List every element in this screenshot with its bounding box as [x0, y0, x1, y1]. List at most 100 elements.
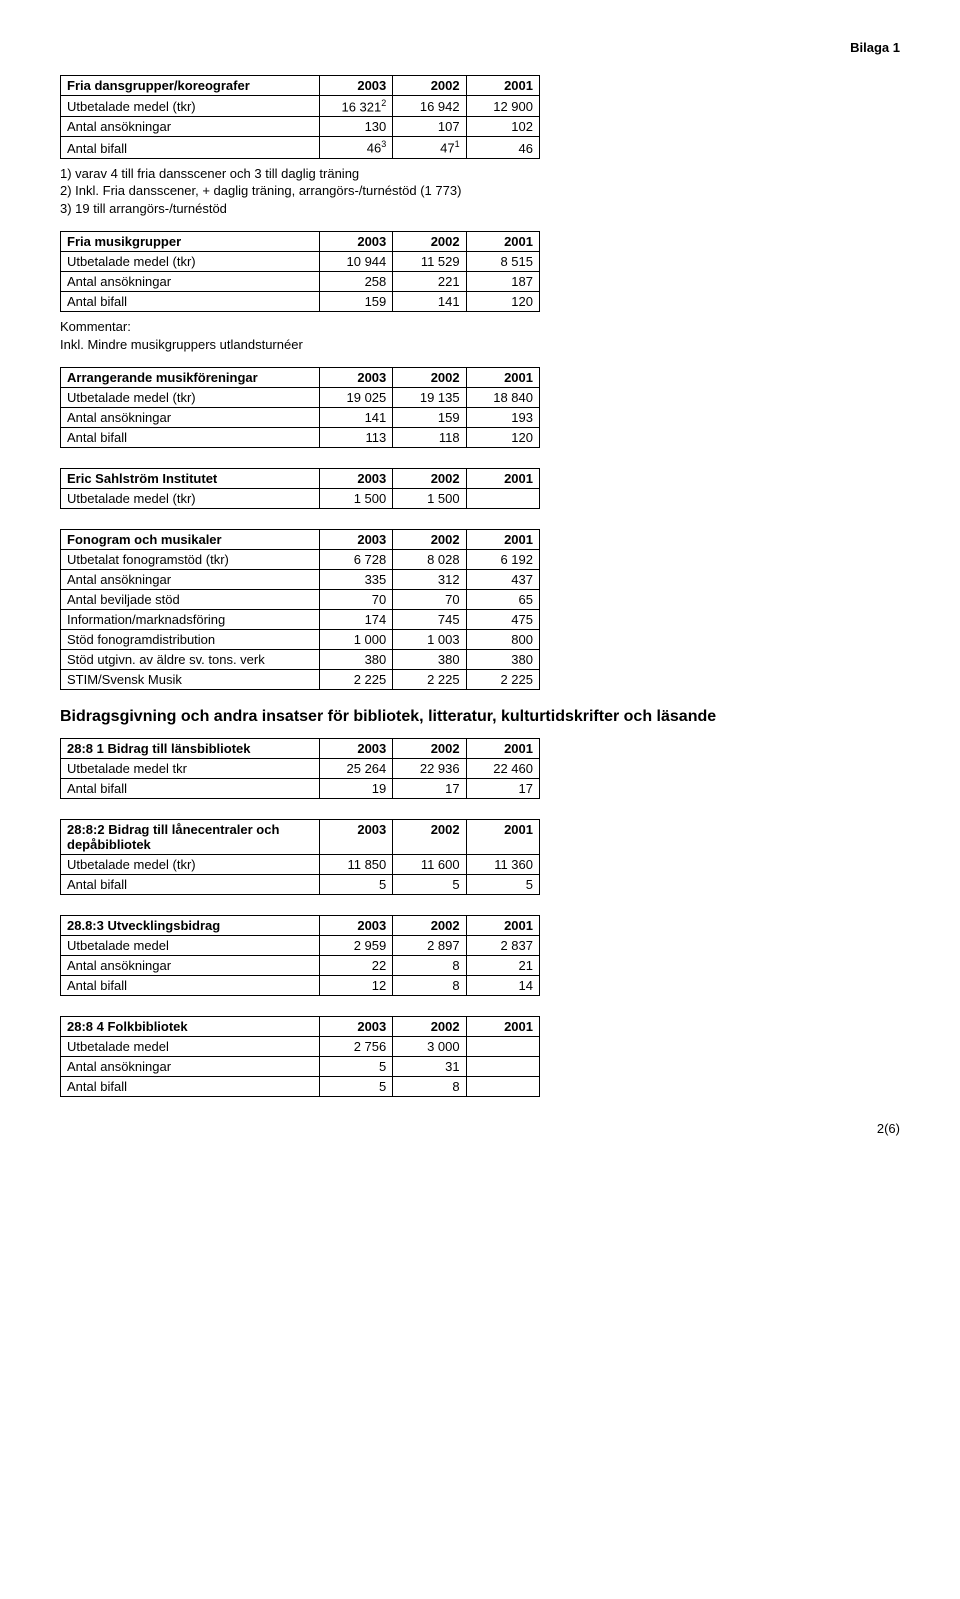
row-label: Stöd utgivn. av äldre sv. tons. verk [61, 650, 320, 670]
cell: 2 225 [319, 670, 392, 690]
year-header: 2002 [393, 530, 466, 550]
row-label: Antal ansökningar [61, 1057, 320, 1077]
year-header: 2003 [319, 368, 392, 388]
page-header-right: Bilaga 1 [60, 40, 900, 55]
note-line: 3) 19 till arrangörs-/turnéstöd [60, 200, 900, 218]
cell: 380 [393, 650, 466, 670]
row-label: Antal bifall [61, 137, 320, 158]
table-folkbibliotek: 28:8 4 Folkbibliotek 2003 2002 2001 Utbe… [60, 1016, 540, 1097]
cell: 1 003 [393, 630, 466, 650]
cell: 19 135 [393, 388, 466, 408]
year-header: 2001 [466, 530, 539, 550]
row-label: Antal bifall [61, 428, 320, 448]
year-header: 2002 [393, 739, 466, 759]
note-line: 1) varav 4 till fria dansscener och 3 ti… [60, 165, 900, 183]
cell: 1 500 [393, 489, 466, 509]
cell: 141 [393, 292, 466, 312]
year-header: 2002 [393, 1017, 466, 1037]
table-title: Eric Sahlström Institutet [61, 469, 320, 489]
table-title: Arrangerande musikföreningar [61, 368, 320, 388]
table-fria-musikgrupper: Fria musikgrupper 2003 2002 2001 Utbetal… [60, 231, 540, 312]
row-label: Antal ansökningar [61, 408, 320, 428]
cell: 11 529 [393, 252, 466, 272]
table-fonogram-musikaler: Fonogram och musikaler 2003 2002 2001 Ut… [60, 529, 540, 690]
row-label: Antal bifall [61, 779, 320, 799]
year-header: 2002 [393, 820, 466, 855]
cell: 107 [393, 117, 466, 137]
table-title: 28:8:2 Bidrag till lånecentraler och dep… [61, 820, 320, 855]
cell: 141 [319, 408, 392, 428]
year-header: 2003 [319, 530, 392, 550]
cell: 18 840 [466, 388, 539, 408]
cell: 2 225 [466, 670, 539, 690]
year-header: 2003 [319, 916, 392, 936]
cell: 437 [466, 570, 539, 590]
year-header: 2002 [393, 469, 466, 489]
cell: 2 225 [393, 670, 466, 690]
year-header: 2002 [393, 368, 466, 388]
table-lansbibliotek: 28:8 1 Bidrag till länsbibliotek 2003 20… [60, 738, 540, 799]
cell: 6 192 [466, 550, 539, 570]
row-label: Antal bifall [61, 292, 320, 312]
table-eric-sahlstrom: Eric Sahlström Institutet 2003 2002 2001… [60, 468, 540, 509]
row-label: Utbetalade medel [61, 1037, 320, 1057]
cell: 14 [466, 976, 539, 996]
table-title: Fonogram och musikaler [61, 530, 320, 550]
row-label: Antal beviljade stöd [61, 590, 320, 610]
year-header: 2003 [319, 469, 392, 489]
note-line: 2) Inkl. Fria dansscener, + daglig träni… [60, 182, 900, 200]
table-title: 28:8 4 Folkbibliotek [61, 1017, 320, 1037]
cell: 21 [466, 956, 539, 976]
table-title: 28.8:3 Utvecklingsbidrag [61, 916, 320, 936]
cell: 12 900 [466, 96, 539, 117]
row-label: Antal ansökningar [61, 272, 320, 292]
cell: 46 [466, 137, 539, 158]
cell: 8 515 [466, 252, 539, 272]
cell: 11 850 [319, 855, 392, 875]
cell: 3 000 [393, 1037, 466, 1057]
cell: 312 [393, 570, 466, 590]
cell [466, 1057, 539, 1077]
year-header: 2003 [319, 820, 392, 855]
cell: 1 500 [319, 489, 392, 509]
year-header: 2001 [466, 76, 539, 96]
cell: 70 [393, 590, 466, 610]
year-header: 2003 [319, 739, 392, 759]
row-label: Utbetalat fonogramstöd (tkr) [61, 550, 320, 570]
cell: 5 [319, 1077, 392, 1097]
cell: 5 [393, 875, 466, 895]
cell: 8 028 [393, 550, 466, 570]
cell: 380 [466, 650, 539, 670]
cell: 120 [466, 292, 539, 312]
cell: 2 959 [319, 936, 392, 956]
cell: 102 [466, 117, 539, 137]
cell: 335 [319, 570, 392, 590]
cell: 380 [319, 650, 392, 670]
cell: 2 756 [319, 1037, 392, 1057]
year-header: 2001 [466, 368, 539, 388]
row-label: Utbetalade medel tkr [61, 759, 320, 779]
row-label: STIM/Svensk Musik [61, 670, 320, 690]
year-header: 2002 [393, 232, 466, 252]
row-label: Antal ansökningar [61, 117, 320, 137]
note-line: Kommentar: [60, 318, 900, 336]
row-label: Utbetalade medel (tkr) [61, 252, 320, 272]
row-label: Utbetalade medel (tkr) [61, 855, 320, 875]
cell: 2 897 [393, 936, 466, 956]
year-header: 2002 [393, 76, 466, 96]
cell: 19 025 [319, 388, 392, 408]
page-number: 2(6) [60, 1121, 900, 1136]
cell: 70 [319, 590, 392, 610]
table-arrangerande-musikforeningar: Arrangerande musikföreningar 2003 2002 2… [60, 367, 540, 448]
row-label: Antal bifall [61, 1077, 320, 1097]
cell: 475 [466, 610, 539, 630]
cell [466, 489, 539, 509]
row-label: Utbetalade medel [61, 936, 320, 956]
cell: 159 [393, 408, 466, 428]
year-header: 2001 [466, 469, 539, 489]
section-heading-bibliotek: Bidragsgivning och andra insatser för bi… [60, 708, 900, 726]
cell: 10 944 [319, 252, 392, 272]
cell: 8 [393, 1077, 466, 1097]
cell: 17 [393, 779, 466, 799]
table-title: 28:8 1 Bidrag till länsbibliotek [61, 739, 320, 759]
